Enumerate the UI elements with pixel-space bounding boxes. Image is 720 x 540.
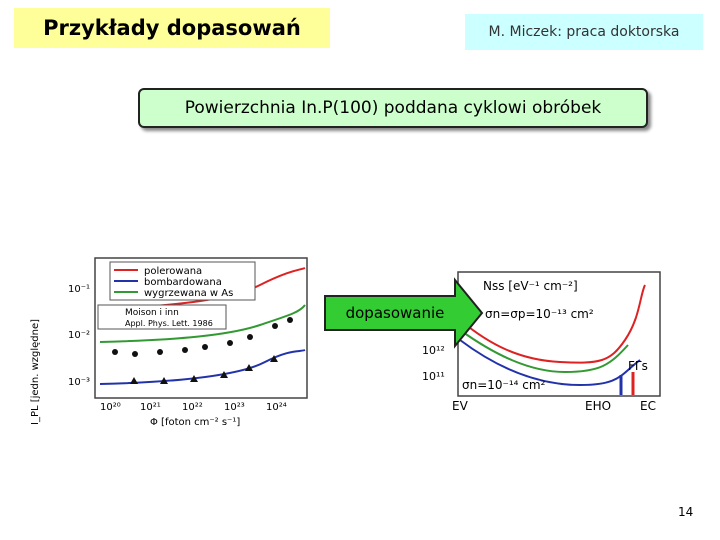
x-label: Φ [foton cm⁻² s⁻¹] bbox=[150, 417, 240, 428]
x-tick: 10²² bbox=[182, 402, 203, 413]
y-tick: 10⁻¹ bbox=[68, 284, 90, 295]
reference: Appl. Phys. Lett. 1986 bbox=[125, 319, 213, 328]
y-label: I_PL [jedn. względne] bbox=[30, 319, 41, 425]
arrow-label: dopasowanie bbox=[346, 304, 445, 322]
side-label: FΓs bbox=[628, 359, 648, 373]
left-figure: polerowana bombardowana wygrzewana w As … bbox=[30, 257, 308, 428]
x-tick: 10²¹ bbox=[140, 402, 161, 413]
reference: Moison i inn bbox=[125, 308, 179, 318]
author: M. Miczek: praca doktorska bbox=[465, 14, 703, 50]
right-figure: Nss [eV⁻¹ cm⁻²] σn=σp=10⁻¹³ cm² 10¹² 10¹… bbox=[422, 271, 661, 413]
legend-entry: bombardowana bbox=[144, 277, 222, 288]
annotation: σn=σp=10⁻¹³ cm² bbox=[485, 307, 594, 321]
x-tick: 10²⁰ bbox=[100, 402, 121, 413]
arrow bbox=[324, 277, 484, 349]
x-label: EHO bbox=[585, 399, 611, 413]
x-label: EV bbox=[452, 399, 469, 413]
title: Przykłady dopasowań bbox=[14, 8, 330, 48]
legend-entry: wygrzewana w As bbox=[144, 288, 233, 299]
annotation: σn=10⁻¹⁴ cm² bbox=[462, 378, 546, 392]
y-tick: 10¹² bbox=[422, 344, 445, 357]
y-label: Nss [eV⁻¹ cm⁻²] bbox=[483, 279, 578, 293]
y-tick: 10¹¹ bbox=[422, 370, 445, 383]
legend-entry: polerowana bbox=[144, 266, 202, 277]
y-tick: 10⁻² bbox=[68, 330, 90, 341]
y-tick: 10⁻³ bbox=[68, 377, 90, 388]
subtitle: Powierzchnia In.P(100) poddana cyklowi o… bbox=[138, 88, 648, 128]
page-number: 14 bbox=[678, 505, 694, 519]
x-label: EC bbox=[640, 399, 656, 413]
x-tick: 10²⁴ bbox=[266, 402, 287, 413]
x-tick: 10²³ bbox=[224, 402, 245, 413]
